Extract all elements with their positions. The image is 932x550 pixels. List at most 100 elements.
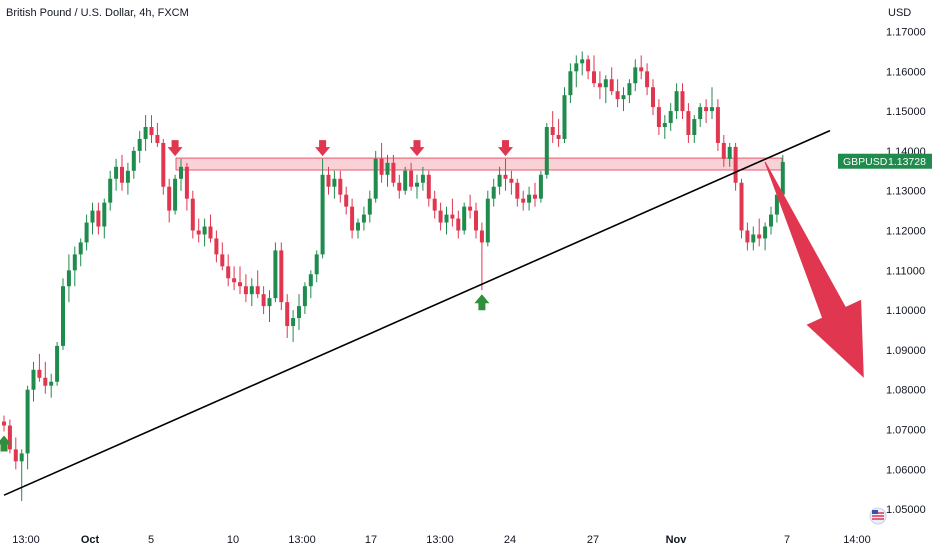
- candle-body: [202, 226, 207, 235]
- price-badge-price: 1.13728: [888, 156, 926, 168]
- candle: [13, 437, 18, 470]
- candle: [173, 174, 178, 215]
- candle-body: [668, 111, 673, 124]
- candle: [220, 242, 225, 271]
- candle-body: [739, 182, 744, 231]
- candle-body: [55, 345, 60, 382]
- time-axis[interactable]: 13:00 Oct 5 10 13:00 17 13:00 24 27 Nov 7 14:00: [12, 534, 871, 546]
- time-tick-label: Oct: [81, 534, 100, 546]
- candle: [692, 115, 697, 143]
- candle: [615, 79, 620, 108]
- candle: [31, 361, 36, 402]
- candle-body: [302, 286, 307, 307]
- candle: [668, 103, 673, 131]
- candle: [238, 266, 242, 295]
- candle-body: [155, 134, 160, 143]
- candle-body: [426, 174, 431, 199]
- candle-body: [615, 91, 620, 100]
- price-tick-label: 1.06000: [886, 464, 926, 476]
- candle-body: [285, 302, 290, 327]
- price-tick-label: 1.11000: [886, 265, 925, 277]
- candle: [326, 166, 331, 195]
- candle-body: [715, 107, 720, 143]
- buy-arrow-icon: [0, 435, 12, 452]
- candle: [196, 218, 201, 243]
- projection-arrow-icon: [764, 161, 864, 378]
- candle: [568, 63, 573, 104]
- candle-body: [592, 71, 596, 84]
- price-tick-label: 1.08000: [886, 385, 926, 397]
- candle: [503, 158, 508, 191]
- candle: [479, 222, 484, 291]
- candle-body: [291, 318, 296, 327]
- candle: [592, 55, 596, 88]
- candle: [745, 222, 750, 251]
- candle: [397, 174, 402, 199]
- candle: [114, 158, 119, 191]
- candle: [704, 99, 709, 124]
- candle-body: [420, 174, 425, 183]
- candle: [179, 158, 183, 191]
- candle: [450, 198, 455, 227]
- candle: [580, 51, 585, 76]
- candle-body: [769, 214, 773, 227]
- candle: [285, 294, 290, 338]
- candle: [769, 206, 773, 235]
- candle-body: [479, 230, 484, 243]
- candle-body: [586, 59, 591, 72]
- candle-body: [279, 250, 284, 303]
- candle-body: [102, 202, 107, 227]
- candle: [308, 270, 313, 299]
- candle-body: [326, 174, 331, 187]
- candle-body: [621, 95, 626, 100]
- price-tick-label: 1.09000: [886, 345, 926, 357]
- candle: [43, 361, 48, 394]
- candle: [131, 146, 136, 179]
- candle-body: [674, 91, 679, 112]
- candle: [243, 274, 248, 303]
- candle: [574, 55, 579, 88]
- candle: [468, 194, 473, 219]
- candle: [379, 142, 384, 183]
- candle-body: [639, 67, 644, 72]
- price-axis[interactable]: 1.170001.160001.150001.140001.130001.120…: [886, 27, 926, 517]
- candle: [66, 254, 71, 303]
- candle: [721, 134, 726, 167]
- candle: [108, 170, 113, 211]
- candle-body: [173, 178, 178, 211]
- candle-body: [143, 127, 148, 139]
- candle: [686, 103, 691, 143]
- candle: [751, 226, 756, 251]
- price-tick-label: 1.10000: [886, 305, 926, 317]
- candle-body: [49, 381, 54, 386]
- candle: [226, 254, 231, 287]
- candle-body: [556, 134, 561, 139]
- trendline-layer: [3, 129, 831, 496]
- candle: [90, 202, 95, 235]
- candle-body: [179, 166, 183, 179]
- candle-body: [226, 266, 231, 279]
- candle: [780, 154, 785, 199]
- candle-body: [509, 178, 514, 183]
- candle: [544, 123, 549, 179]
- chart-title: British Pound / U.S. Dollar, 4h, FXCM: [6, 7, 189, 19]
- candle: [7, 419, 12, 454]
- candle: [509, 170, 514, 195]
- tradingview-logo-icon[interactable]: [869, 507, 887, 525]
- candle: [332, 170, 337, 199]
- candle: [255, 270, 260, 299]
- candle: [137, 131, 142, 163]
- candle: [521, 190, 526, 211]
- candle-body: [774, 194, 779, 215]
- candle-body: [125, 170, 130, 183]
- time-tick-label: 13:00: [12, 534, 40, 546]
- candle: [232, 266, 237, 291]
- candle: [538, 170, 543, 203]
- candle-body: [686, 111, 691, 135]
- candle-body: [361, 214, 366, 223]
- candle: [727, 142, 732, 167]
- candle: [25, 385, 30, 470]
- candle-body: [444, 214, 449, 223]
